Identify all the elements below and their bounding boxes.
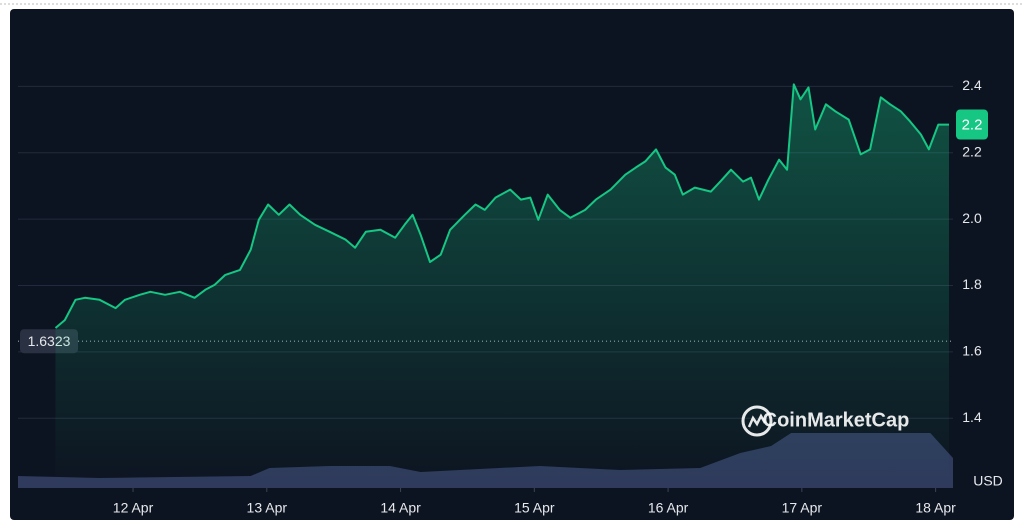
grid-layer: 1.4 1.6 1.8 2.0 2.2 2.4 12 Apr 13 Apr 14 Apr 15 A… — [18, 77, 982, 516]
y-tick-label: 2.0 — [962, 210, 982, 226]
y-tick-label: 2.4 — [962, 77, 982, 93]
y-tick-label: 1.6 — [962, 343, 982, 359]
x-tick-label: 18 Apr — [915, 500, 956, 516]
unit-label: USD — [973, 473, 1003, 489]
x-tick-label: 13 Apr — [247, 500, 288, 516]
watermark: CoinMarketCap — [763, 409, 910, 431]
x-tick-label: 17 Apr — [782, 500, 823, 516]
y-tick-label: 2.2 — [962, 143, 982, 159]
price-line — [54, 83, 949, 329]
x-tick-label: 14 Apr — [380, 500, 421, 516]
price-tag — [956, 109, 988, 140]
plot-layer: 2.2 — [54, 83, 988, 489]
price-tag-label: 2.2 — [962, 117, 983, 134]
watermark-logo — [741, 405, 773, 437]
x-tick-label: 12 Apr — [113, 500, 154, 516]
x-tick-label: 15 Apr — [514, 500, 555, 516]
x-tick-label: 16 Apr — [648, 500, 689, 516]
y-tick-label: 1.8 — [962, 276, 982, 292]
price-area — [55, 84, 949, 489]
y-tick-label: 1.4 — [962, 409, 982, 425]
